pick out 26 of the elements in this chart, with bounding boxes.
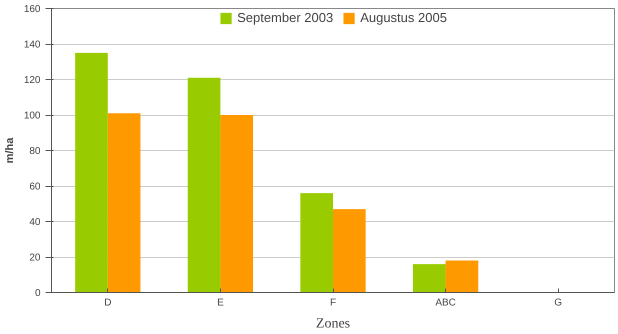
y-tick-label: 40: [29, 217, 41, 228]
y-axis-title: m/ha: [4, 136, 16, 164]
bar: [108, 113, 140, 292]
y-tick-label: 20: [29, 252, 41, 264]
bar: [188, 78, 220, 292]
y-tick-label: 160: [24, 4, 41, 15]
bar: [446, 260, 478, 292]
bar: [75, 52, 108, 292]
y-tick-label: 60: [29, 182, 41, 192]
legend-label: September 2003: [237, 10, 334, 25]
x-axis-title: Zones: [316, 316, 350, 332]
y-tick-label: 0: [34, 288, 41, 299]
bar: [333, 209, 366, 292]
x-tick-label: F: [330, 298, 336, 308]
y-tick-label: 100: [24, 110, 41, 122]
y-tick-label: 80: [29, 146, 41, 157]
x-tick-label: ABC: [435, 298, 456, 308]
y-tick-label: 120: [24, 75, 41, 86]
y-tick-label: 140: [24, 40, 41, 50]
x-tick-label: G: [554, 298, 562, 308]
bar: [412, 264, 446, 292]
bar: [220, 115, 254, 292]
x-tick-label: D: [104, 298, 112, 308]
x-tick-label: E: [217, 298, 224, 308]
bar: [300, 193, 333, 292]
legend-label: Augustus 2005: [360, 10, 447, 25]
